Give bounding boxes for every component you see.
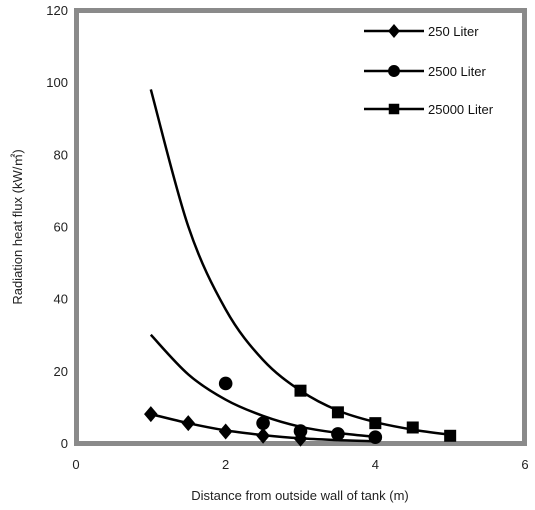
data-point-circle bbox=[218, 376, 233, 391]
x-tick-label: 6 bbox=[521, 457, 528, 472]
legend-marker-diamond bbox=[388, 24, 400, 38]
x-tick-label: 2 bbox=[222, 457, 229, 472]
data-point-square bbox=[369, 417, 382, 430]
data-point-circle bbox=[331, 427, 345, 441]
y-axis-title: Radiation heat flux (kW/㎡) bbox=[10, 149, 25, 304]
data-point-square bbox=[294, 384, 307, 397]
x-axis-ticks: 0 2 4 6 bbox=[72, 457, 528, 472]
data-point-diamond bbox=[218, 423, 233, 440]
legend-label: 2500 Liter bbox=[428, 64, 486, 79]
y-tick-label: 40 bbox=[54, 292, 68, 307]
y-tick-label: 20 bbox=[54, 364, 68, 379]
data-point-circle bbox=[293, 424, 308, 438]
y-tick-label: 120 bbox=[46, 3, 68, 18]
plot-frame bbox=[74, 8, 527, 446]
data-point-square bbox=[444, 429, 457, 442]
legend-label: 250 Liter bbox=[428, 24, 479, 39]
legend-label: 25000 Liter bbox=[428, 102, 494, 117]
data-point-diamond bbox=[144, 406, 158, 423]
data-point-square bbox=[331, 406, 344, 419]
series-line-square bbox=[149, 89, 451, 436]
x-tick-label: 0 bbox=[72, 457, 79, 472]
series-markers bbox=[144, 376, 457, 447]
legend: 250 Liter 2500 Liter 25000 Liter bbox=[364, 24, 494, 117]
legend-marker-circle bbox=[388, 65, 400, 77]
y-tick-label: 80 bbox=[54, 147, 68, 162]
data-point-diamond bbox=[181, 415, 196, 432]
y-tick-label: 100 bbox=[46, 75, 68, 90]
y-tick-label: 0 bbox=[61, 436, 68, 451]
legend-marker-square bbox=[388, 103, 400, 115]
x-axis-title: Distance from outside wall of tank (m) bbox=[191, 488, 408, 503]
y-axis-ticks: 0 20 40 60 80 100 120 bbox=[46, 3, 68, 451]
data-point-square bbox=[406, 421, 419, 434]
data-point-circle bbox=[368, 430, 383, 445]
data-point-diamond bbox=[256, 427, 270, 444]
x-tick-label: 4 bbox=[372, 457, 379, 472]
data-point-circle bbox=[256, 416, 270, 430]
y-tick-label: 60 bbox=[54, 220, 68, 235]
